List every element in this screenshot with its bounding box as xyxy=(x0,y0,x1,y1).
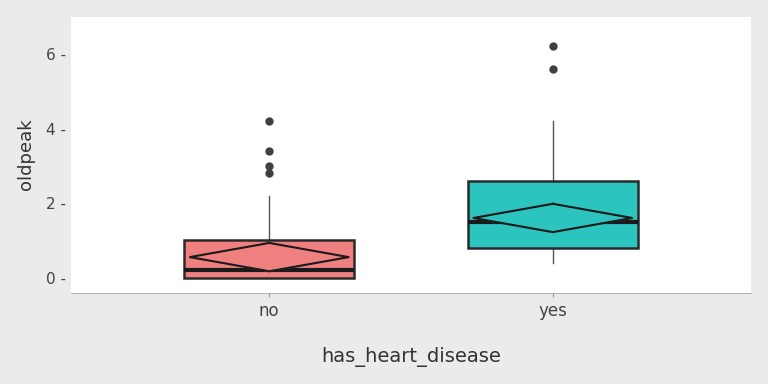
Polygon shape xyxy=(473,204,632,232)
X-axis label: has_heart_disease: has_heart_disease xyxy=(321,348,501,367)
Y-axis label: oldpeak: oldpeak xyxy=(17,119,35,190)
Polygon shape xyxy=(190,243,349,271)
Bar xyxy=(468,181,638,248)
Bar xyxy=(184,240,354,278)
